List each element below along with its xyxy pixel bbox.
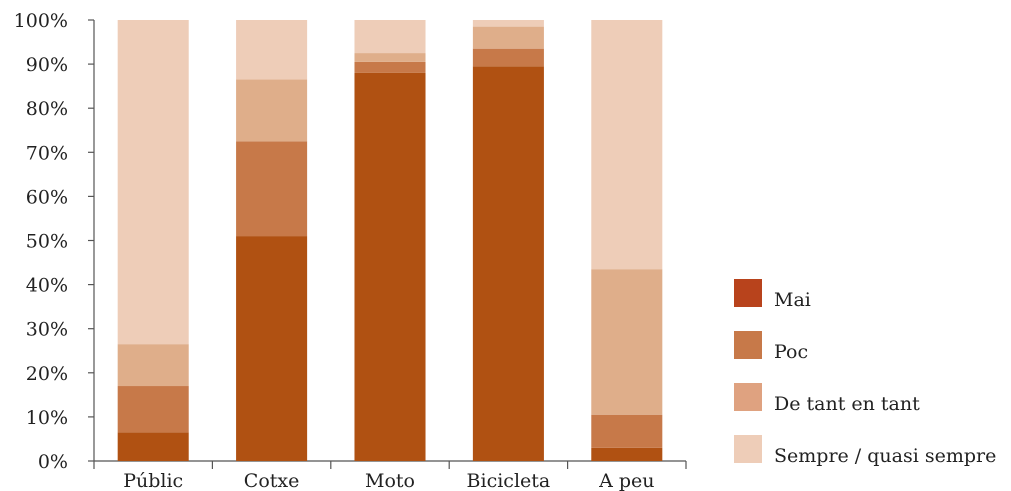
bar-segment: [472, 48, 544, 67]
y-tick-label: 60%: [26, 186, 68, 208]
bar-segment: [117, 386, 189, 433]
bar-segment: [354, 20, 426, 54]
legend-label: Poc: [774, 341, 808, 363]
bar-segment: [236, 79, 308, 142]
bar-segment: [591, 269, 663, 415]
legend-label: Mai: [774, 289, 811, 311]
y-tick-label: 0%: [38, 451, 68, 473]
x-category-label: Bicicleta: [467, 470, 551, 491]
x-category-label: Públic: [123, 470, 183, 491]
bar-segment: [472, 66, 544, 462]
legend-swatch: [734, 279, 762, 307]
legend-label: De tant en tant: [774, 393, 920, 415]
bar-segment: [591, 20, 663, 270]
legend-swatch: [734, 383, 762, 411]
y-tick-label: 20%: [26, 363, 68, 385]
y-axis: 0% 10% 20% 30% 40% 50% 60% 70% 80% 90% 100%: [14, 10, 95, 473]
bar-segment: [117, 432, 189, 461]
legend: Mai Poc De tant en tant Sempre / quasi semp…: [734, 279, 996, 467]
bar-segment: [354, 53, 426, 62]
x-category-label: Moto: [365, 470, 415, 491]
bar-segment: [591, 447, 663, 461]
bar-segment: [354, 61, 426, 73]
y-tick-label: 90%: [26, 54, 68, 76]
x-axis: Públic Cotxe Moto Bicicleta A peu: [93, 460, 687, 491]
y-tick-label: 100%: [14, 10, 68, 32]
y-tick-label: 70%: [26, 142, 68, 164]
y-tick-label: 40%: [26, 275, 68, 297]
y-tick-label: 10%: [26, 407, 68, 429]
legend-label: Sempre / quasi sempre: [774, 445, 996, 467]
bar-segment: [236, 20, 308, 80]
legend-swatch: [734, 331, 762, 359]
y-tick-label: 50%: [26, 231, 68, 253]
bars: [117, 20, 663, 462]
bar-segment: [472, 26, 544, 49]
bar-segment: [236, 236, 308, 461]
x-category-label: A peu: [598, 470, 654, 491]
bar-segment: [117, 20, 189, 345]
bar-segment: [236, 141, 308, 237]
y-tick-label: 80%: [26, 98, 68, 120]
bar-segment: [354, 72, 426, 462]
bar-segment: [117, 344, 189, 387]
bar-segment: [472, 20, 544, 27]
y-tick-label: 30%: [26, 319, 68, 341]
bar-segment: [591, 414, 663, 448]
legend-swatch: [734, 435, 762, 463]
x-category-label: Cotxe: [244, 470, 300, 491]
